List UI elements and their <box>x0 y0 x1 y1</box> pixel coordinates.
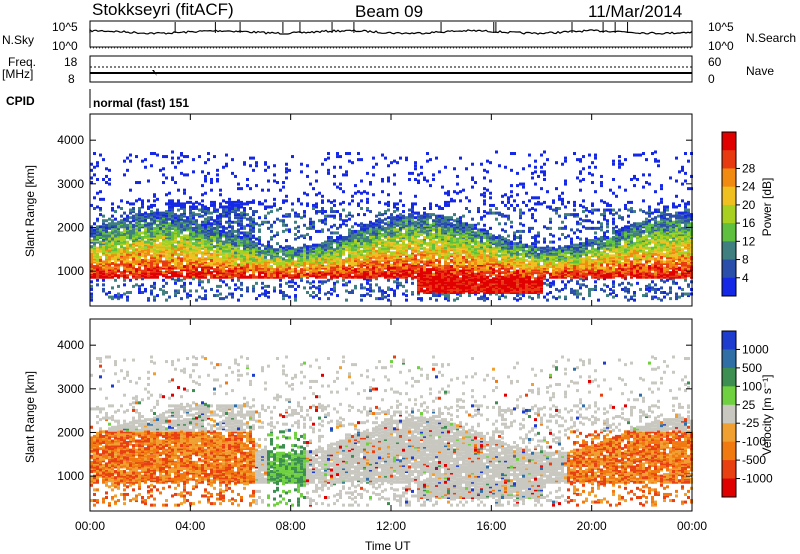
panel-0-echoes <box>90 150 693 302</box>
x-tick-label: 20:00 <box>577 519 607 533</box>
sky-panel-frame <box>89 20 693 48</box>
x-axis-label: Time UT <box>365 539 411 553</box>
colorbar-1-segment <box>722 331 736 350</box>
colorbar-1-segment <box>722 441 736 461</box>
nsearch-label: N.Search <box>746 31 797 45</box>
colorbar-1-segment <box>722 460 736 480</box>
colorbar-1-segment <box>722 349 736 369</box>
cpid-value: normal (fast) 151 <box>93 96 190 110</box>
x-tick-label: 16:00 <box>476 519 506 533</box>
y-tick-label: 1000 <box>57 264 84 278</box>
panel-1-echoes <box>90 355 693 507</box>
colorbar-1-segment <box>722 423 736 443</box>
cpid-label: CPID <box>6 94 35 108</box>
colorbar-1-frame <box>721 330 737 498</box>
colorbar-0-segment <box>722 204 736 224</box>
colorbar-tick-label: 100 <box>742 379 762 393</box>
colorbar-0-segment <box>722 132 736 151</box>
colorbar-0-segment <box>722 168 736 188</box>
beam-title: Beam 09 <box>355 2 424 21</box>
date-title: 11/Mar/2014 <box>588 2 683 21</box>
nsky-label: N.Sky <box>2 33 35 47</box>
colorbar-1-segment <box>722 367 736 387</box>
colorbar-0-segment <box>722 186 736 206</box>
sky-noise-line <box>89 28 693 35</box>
y-tick-label: 4000 <box>57 133 84 147</box>
y-tick-label: 2000 <box>57 425 84 439</box>
colorbar-1-segment <box>722 404 736 424</box>
colorbar-tick-label: -100 <box>742 435 766 449</box>
nsky-tick-high: 10^5 <box>52 20 78 34</box>
colorbar-0-segment <box>722 277 736 297</box>
y-tick-label: 2000 <box>57 220 84 234</box>
freq-panel-frame <box>89 55 693 83</box>
x-tick-label: 00:00 <box>677 519 707 533</box>
colorbar-tick-label: 500 <box>742 361 762 375</box>
y-tick-label: 4000 <box>57 338 84 352</box>
colorbar-tick-label: -500 <box>742 453 766 467</box>
freq-glitch-mark <box>152 70 157 76</box>
colorbar-0-segment <box>722 223 736 242</box>
y-tick-label: 1000 <box>57 469 84 483</box>
colorbar-tick-label: 24 <box>742 180 756 194</box>
nave-tick-high: 60 <box>708 55 722 69</box>
colorbar-tick-label: 8 <box>742 253 749 267</box>
colorbar-tick-label: 1000 <box>742 342 769 356</box>
x-tick-label: 04:00 <box>175 519 205 533</box>
colorbar-1-segment <box>722 478 736 498</box>
nsearch-tick-high: 10^5 <box>708 20 734 34</box>
nsky-tick-low: 10^0 <box>52 39 78 53</box>
x-tick-label: 12:00 <box>376 519 406 533</box>
colorbar-0-segment <box>722 241 736 261</box>
station-title: Stokkseyri (fitACF) <box>92 0 234 19</box>
colorbar-tick-label: 4 <box>742 271 749 285</box>
colorbar-1-segment <box>722 386 736 406</box>
colorbar-0-segment <box>722 259 736 279</box>
freq-label-1: Freq. <box>8 55 37 69</box>
colorbar-0-segment <box>722 150 736 169</box>
x-tick-label: 00:00 <box>75 519 105 533</box>
freq-tick-low: 8 <box>68 72 75 86</box>
freq-label-2: [MHz] <box>2 67 34 81</box>
nave-label: Nave <box>746 64 775 78</box>
colorbar-tick-label: 12 <box>742 234 756 248</box>
x-tick-label: 08:00 <box>276 519 306 533</box>
y-tick-label: 3000 <box>57 177 84 191</box>
colorbar-0-frame <box>721 131 737 297</box>
colorbar-tick-label: 16 <box>742 216 756 230</box>
nave-tick-low: 0 <box>708 72 715 86</box>
colorbar-tick-label: -25 <box>742 416 760 430</box>
colorbar-tick-label: 20 <box>742 198 756 212</box>
colorbar-tick-label: 28 <box>742 161 756 175</box>
freq-tick-high: 18 <box>64 55 78 69</box>
colorbar-tick-label: 25 <box>742 398 756 412</box>
nsearch-tick-low: 10^0 <box>708 39 734 53</box>
y-tick-label: 3000 <box>57 382 84 396</box>
colorbar-tick-label: -1000 <box>742 472 773 486</box>
